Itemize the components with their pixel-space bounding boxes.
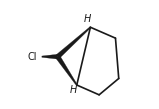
Polygon shape: [56, 27, 91, 58]
Polygon shape: [56, 55, 77, 85]
Text: H: H: [70, 85, 77, 95]
Text: Cl: Cl: [27, 52, 37, 62]
Text: H: H: [84, 14, 91, 24]
Polygon shape: [42, 54, 58, 59]
